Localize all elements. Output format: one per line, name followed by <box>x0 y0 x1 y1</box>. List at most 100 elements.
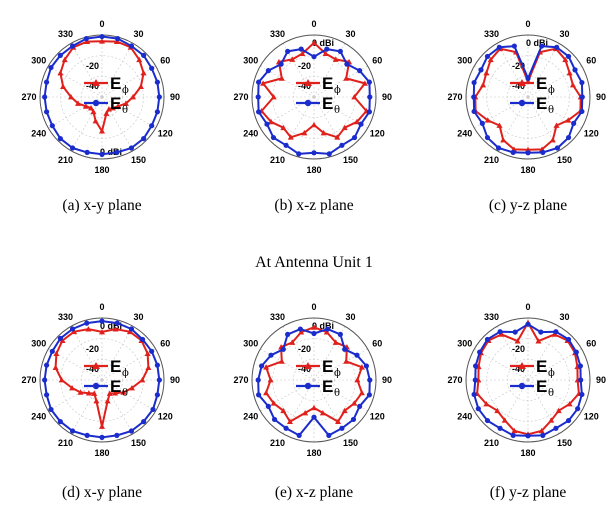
angle-tick-label: 240 <box>457 129 472 139</box>
data-point-E_theta <box>512 329 518 335</box>
data-point-E_theta <box>44 79 50 85</box>
data-point-E_theta <box>344 61 350 67</box>
data-point-E_theta <box>154 109 160 115</box>
angle-tick-label: 120 <box>370 412 385 422</box>
data-point-E_phi <box>484 117 491 123</box>
data-point-E_phi <box>358 389 365 396</box>
data-point-E_phi <box>137 83 144 89</box>
data-point-E_theta <box>510 432 516 438</box>
angle-tick-label: 210 <box>270 155 285 165</box>
angle-tick-label: 270 <box>21 375 36 385</box>
angle-tick-label: 150 <box>131 438 146 448</box>
data-point-E_theta <box>484 134 491 141</box>
legend-marker <box>304 382 312 390</box>
data-point-E_phi <box>68 94 74 100</box>
legend-subscript: ϕ <box>334 368 341 379</box>
data-point-E_phi <box>280 124 287 131</box>
angle-tick-label: 0 <box>99 19 104 29</box>
data-point-E_phi <box>311 39 317 46</box>
angle-tick-label: 240 <box>457 412 472 422</box>
data-point-E_theta <box>367 377 373 383</box>
angle-tick-label: 240 <box>243 412 258 422</box>
legend-marker <box>92 382 100 390</box>
data-point-E_phi <box>106 390 113 396</box>
radial-tick-label: -20 <box>298 344 311 354</box>
outer-ring <box>465 317 591 443</box>
data-point-E_theta <box>351 134 358 141</box>
data-point-E_phi <box>60 83 67 89</box>
legend-marker <box>518 99 526 107</box>
caption-c: (c) y-z plane <box>489 197 567 214</box>
data-point-E_theta <box>114 432 120 438</box>
data-point-E_theta <box>572 67 578 73</box>
angle-tick-label: 0 <box>99 302 104 312</box>
angle-tick-label: 90 <box>382 375 392 385</box>
data-point-E_phi <box>565 117 572 123</box>
angle-tick-label: 0 <box>311 302 316 312</box>
angle-tick-label: 210 <box>484 155 499 165</box>
angle-tick-label: 150 <box>131 155 146 165</box>
data-point-E_theta <box>540 149 546 155</box>
data-point-E_phi <box>109 104 116 111</box>
angle-tick-label: 300 <box>457 339 472 349</box>
angle-tick-label: 300 <box>457 56 472 66</box>
data-point-E_theta <box>337 331 343 337</box>
data-point-E_theta <box>342 346 348 352</box>
data-point-E_theta <box>258 363 265 369</box>
data-point-E_phi <box>535 338 542 344</box>
data-point-E_phi <box>343 75 350 81</box>
data-point-E_phi <box>92 117 99 124</box>
angle-tick-label: 60 <box>160 56 170 66</box>
angle-tick-label: 330 <box>58 312 73 322</box>
angle-tick-label: 90 <box>170 92 180 102</box>
data-point-E_phi <box>268 118 275 125</box>
caption-b: (b) x-z plane <box>274 197 353 214</box>
angle-tick-label: 180 <box>520 165 535 175</box>
data-point-E_theta <box>565 134 572 141</box>
caption-f: (f) y-z plane <box>490 484 567 501</box>
data-point-E_theta <box>565 417 572 424</box>
data-point-E_phi <box>280 407 287 414</box>
data-point-E_theta <box>149 348 155 354</box>
data-point-E_phi <box>514 338 521 344</box>
data-point-E_theta <box>366 109 372 115</box>
data-point-E_theta <box>99 33 105 40</box>
data-point-E_theta <box>363 363 370 369</box>
legend-label: E <box>110 357 121 376</box>
data-point-E_theta <box>150 406 156 413</box>
legend-label: E <box>110 94 121 113</box>
angle-tick-label: 90 <box>170 375 180 385</box>
data-point-E_theta <box>271 416 278 423</box>
angle-tick-label: 60 <box>586 339 596 349</box>
data-point-E_phi <box>335 418 342 425</box>
data-point-E_phi <box>487 56 494 63</box>
data-point-E_phi <box>278 358 285 364</box>
angle-tick-label: 270 <box>21 92 36 102</box>
angle-tick-label: 150 <box>557 155 572 165</box>
data-point-E_theta <box>84 149 90 155</box>
data-point-E_phi <box>361 80 368 86</box>
legend-subscript: θ <box>334 105 340 116</box>
data-point-E_phi <box>566 69 573 76</box>
data-point-E_theta <box>311 414 317 420</box>
data-point-E_phi <box>91 390 98 396</box>
data-point-E_theta <box>114 149 120 155</box>
data-point-E_theta <box>268 352 274 358</box>
data-point-E_theta <box>255 377 261 383</box>
data-point-E_phi <box>500 136 507 143</box>
data-point-E_theta <box>324 46 330 52</box>
legend-label: E <box>110 377 121 396</box>
angle-tick-label: 30 <box>559 312 569 322</box>
data-point-E_theta <box>484 417 491 424</box>
data-point-E_phi <box>332 339 339 345</box>
angle-tick-label: 330 <box>484 312 499 322</box>
data-point-E_theta <box>156 94 162 100</box>
data-point-E_theta <box>565 53 572 60</box>
data-point-E_theta <box>283 425 289 431</box>
data-point-E_phi <box>52 364 59 370</box>
outer-ring <box>251 317 377 443</box>
